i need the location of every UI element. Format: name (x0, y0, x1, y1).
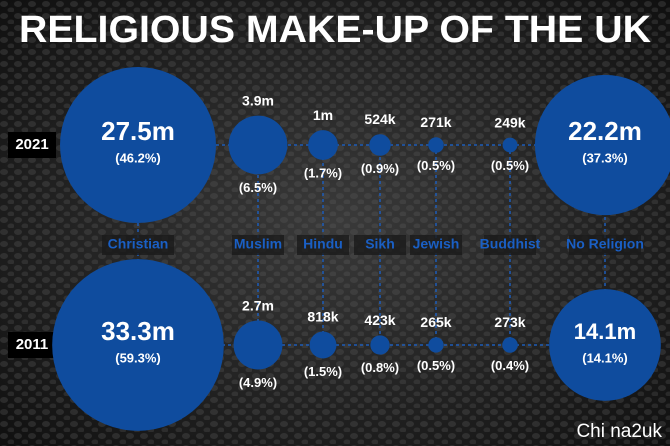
share-label: (14.1%) (582, 350, 628, 365)
share-label: (37.3%) (582, 150, 628, 165)
category-label: No Religion (566, 236, 644, 252)
bubble (428, 337, 444, 353)
bubble (369, 134, 391, 156)
category-label-bg (410, 235, 462, 255)
bubble (228, 115, 288, 175)
value-label: 524k (364, 111, 395, 127)
value-label: 22.2m (568, 116, 642, 146)
value-label: 2.7m (242, 297, 274, 313)
share-label: (4.9%) (239, 375, 277, 390)
bubble (60, 67, 216, 223)
bubble (549, 289, 661, 401)
share-label: (46.2%) (115, 150, 161, 165)
category-label-bg (297, 235, 349, 255)
category-label-bg (569, 235, 641, 255)
share-label: (1.7%) (304, 165, 342, 180)
share-label: (0.9%) (361, 161, 399, 176)
category-label: Hindu (303, 236, 343, 252)
value-label: 273k (494, 314, 525, 330)
watermark: Chi na2uk (576, 421, 662, 442)
category-label: Buddhist (480, 236, 541, 252)
bubble (370, 335, 390, 355)
value-label: 265k (420, 314, 451, 330)
share-label: (6.5%) (239, 180, 277, 195)
bubble (534, 74, 670, 216)
category-label-bg (484, 235, 536, 255)
category-label: Muslim (234, 236, 282, 252)
year-label-bg (8, 332, 56, 358)
value-label: 818k (307, 308, 338, 324)
value-label: 1m (313, 107, 333, 123)
bubble (233, 320, 283, 370)
chart-title: RELIGIOUS MAKE-UP OF THE UK (19, 9, 652, 51)
category-label-bg (354, 235, 406, 255)
value-label: 249k (494, 114, 525, 130)
share-label: (0.8%) (361, 360, 399, 375)
bubble (428, 137, 444, 153)
category-label: Christian (108, 236, 169, 252)
year-label-bg (8, 132, 56, 158)
bubble (502, 337, 518, 353)
share-label: (0.5%) (417, 158, 455, 173)
value-label: 3.9m (242, 92, 274, 108)
bubble (502, 137, 518, 153)
category-label-bg (232, 235, 284, 255)
share-label: (0.5%) (417, 358, 455, 373)
year-label: 2011 (16, 336, 49, 353)
value-label: 27.5m (101, 116, 175, 146)
value-label: 271k (420, 114, 451, 130)
share-label: (59.3%) (115, 350, 161, 365)
value-label: 14.1m (574, 319, 636, 344)
value-label: 423k (364, 312, 395, 328)
category-label: Sikh (365, 236, 395, 252)
share-label: (0.5%) (491, 158, 529, 173)
category-label: Jewish (413, 236, 460, 252)
bubble (308, 130, 338, 160)
value-label: 33.3m (101, 316, 175, 346)
share-label: (1.5%) (304, 364, 342, 379)
bubble (52, 259, 224, 431)
bubble (309, 331, 337, 359)
year-label: 2021 (15, 136, 48, 153)
share-label: (0.4%) (491, 358, 529, 373)
category-label-bg (102, 235, 174, 255)
